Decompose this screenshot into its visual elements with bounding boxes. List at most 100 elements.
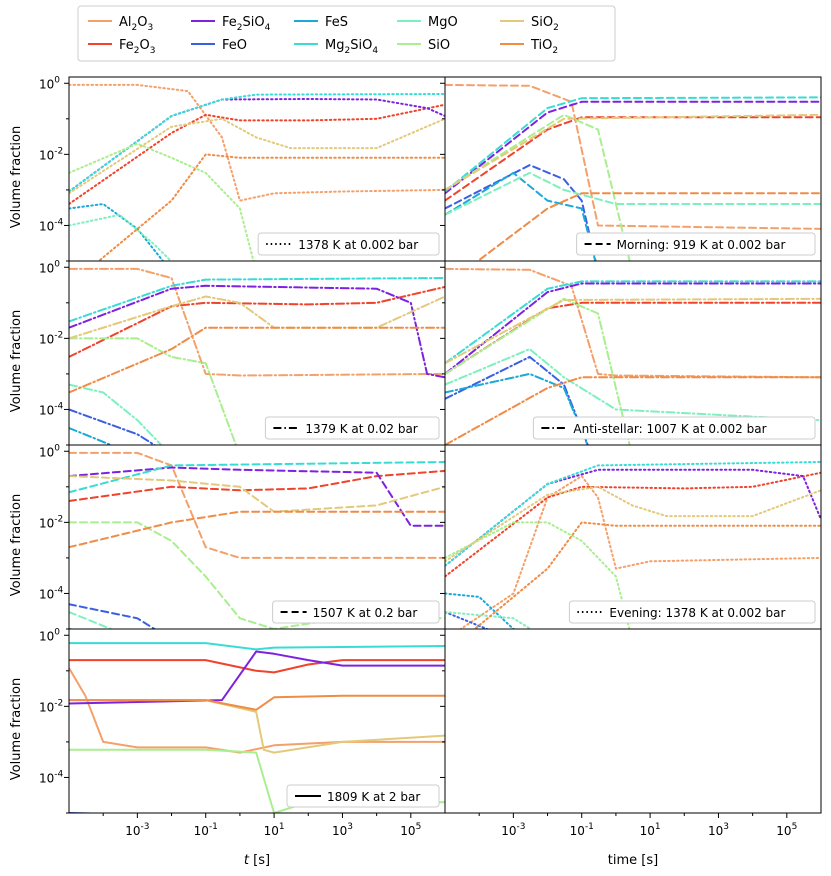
panel-legend-p1 (257, 232, 440, 256)
series-p3-tio2 (69, 326, 445, 394)
series-p2-al2o3 (445, 83, 821, 230)
y-tick-label: 10-4 (39, 217, 64, 233)
y-axis-label-row3: Volume fraction (9, 494, 24, 596)
x-tick-label: 105 (400, 822, 421, 838)
y-tick-label: 100 (39, 627, 60, 643)
series-p5-sio2 (69, 475, 445, 513)
axes-p4: Anti-stellar: 1007 K at 0.002 bar (440, 260, 822, 450)
series-p3-sio (69, 337, 238, 445)
panels: 100 10-2 10-4 1378 K at 0.002 bar Morning: 9… (39, 75, 822, 838)
legend-label-feo: FeO (222, 38, 247, 53)
series-p6-mgo (445, 611, 533, 629)
y-tick-label: 10-4 (39, 585, 64, 601)
axes-frame (444, 628, 822, 814)
series-p1-mgo (69, 213, 173, 261)
series-p4-mg2sio4 (445, 280, 821, 365)
legend-label-sio2: SiO2 (531, 15, 559, 33)
series-p1-fes (69, 203, 165, 261)
y-tick-label: 100 (39, 443, 60, 459)
y-tick-label: 10-2 (39, 330, 63, 346)
series-p6-sio2 (445, 485, 821, 563)
series-p5-tio2 (69, 510, 445, 549)
series-p5-mg2sio4 (69, 461, 445, 494)
series-p2-mgo (445, 171, 821, 216)
series-group-p6 (445, 461, 821, 629)
x-tick-label: 101 (264, 822, 285, 838)
series-p7-fe2sio4 (69, 650, 445, 705)
series-p7-mg2sio4 (69, 642, 445, 651)
y-axis-label-row4: Volume fraction (9, 678, 24, 780)
series-p7-fe2o3 (69, 659, 445, 674)
series-p2-sio (445, 113, 631, 261)
x-tick-label: 10-1 (570, 822, 594, 838)
series-p5-fe2sio4 (69, 466, 445, 527)
series-p1-sio (69, 142, 255, 261)
y-tick-label: 10-2 (39, 146, 63, 162)
legend: Al2O3 Fe2O3 Fe2SiO4 FeO FeS Mg2SiO4 MgO SiO SiO2… (77, 5, 616, 62)
y-tick-label: 10-2 (39, 698, 63, 714)
axes-p2: Morning: 919 K at 0.002 bar (440, 76, 822, 266)
series-p1-fe2o3 (69, 103, 445, 205)
panel-legend-p4 (532, 416, 816, 440)
series-p7-tio2 (69, 694, 445, 711)
series-group-p1 (69, 83, 445, 261)
x-tick-label: 10-3 (125, 822, 149, 838)
series-group-p3 (69, 267, 445, 445)
panel-legend-label-p6: Evening: 1378 K at 0.002 bar (609, 606, 785, 620)
series-p4-mgo (445, 348, 821, 422)
series-p2-mg2sio4 (445, 96, 821, 193)
y-tick-label: 100 (39, 75, 60, 91)
x-tick-label: 10-3 (501, 822, 525, 838)
legend-label-mgo: MgO (428, 15, 458, 30)
series-group-p2 (445, 83, 821, 261)
series-p3-feo (69, 408, 157, 445)
axes-p1: 100 10-2 10-4 1378 K at 0.002 bar (39, 75, 446, 266)
legend-label-fes: FeS (325, 15, 348, 30)
series-p1-mg2sio4 (69, 93, 445, 193)
legend-label-al2o3: Al2O3 (119, 15, 153, 33)
panel-legend-p5 (272, 600, 440, 624)
series-p6-tio2 (473, 521, 821, 629)
legend-label-fe2sio4: Fe2SiO4 (222, 15, 271, 33)
series-p3-fe2sio4 (69, 284, 445, 379)
axes-p3: 100 10-2 10-4 1379 K at 0.02 bar (39, 259, 446, 450)
x-tick-label: 103 (708, 822, 729, 838)
y-tick-label: 10-2 (39, 514, 63, 530)
panel-legend-p7 (286, 784, 440, 808)
series-p5-mgo (69, 611, 114, 629)
series-p4-sio2 (445, 297, 821, 365)
y-tick-label: 10-4 (39, 401, 64, 417)
x-axis-label-left-var: t (244, 853, 250, 868)
series-p1-al2o3 (69, 83, 445, 202)
series-p3-fes (69, 427, 114, 445)
y-axis-label-row1: Volume fraction (9, 126, 24, 228)
panel-legend-label-p1: 1378 K at 0.002 bar (298, 238, 418, 252)
series-p1-sio2 (69, 117, 445, 195)
series-p5-fe2o3 (69, 469, 445, 502)
legend-label-fe2o3: Fe2O3 (119, 38, 155, 56)
series-p3-mg2sio4 (69, 277, 445, 323)
series-p7-al2o3 (69, 667, 445, 754)
series-p4-al2o3 (445, 267, 821, 379)
series-group-p7 (69, 642, 445, 813)
legend-frame (77, 5, 616, 62)
series-p6-mg2sio4 (445, 461, 821, 567)
series-p4-fe2sio4 (445, 282, 821, 375)
panel-legend-p2 (576, 232, 816, 256)
x-axis-label-right: time [s] (608, 853, 658, 868)
panel-legend-label-p2: Morning: 919 K at 0.002 bar (617, 238, 786, 252)
panel-legend-p6 (568, 600, 816, 624)
series-p2-sio2 (445, 113, 821, 191)
axes-p6: Evening: 1378 K at 0.002 bar (440, 444, 822, 634)
series-p4-sio (445, 297, 631, 445)
series-p2-tio2 (476, 192, 821, 261)
panel-legend-p3 (264, 416, 440, 440)
x-tick-label: 105 (776, 822, 797, 838)
legend-label-mg2sio4: Mg2SiO4 (325, 38, 378, 56)
series-p3-fe2o3 (69, 285, 445, 358)
x-tick-label: 101 (640, 822, 661, 838)
axes-p5: 100 10-2 10-4 1507 K at 0.2 bar (39, 443, 446, 634)
x-tick-label: 103 (332, 822, 353, 838)
series-p3-al2o3 (69, 267, 445, 377)
